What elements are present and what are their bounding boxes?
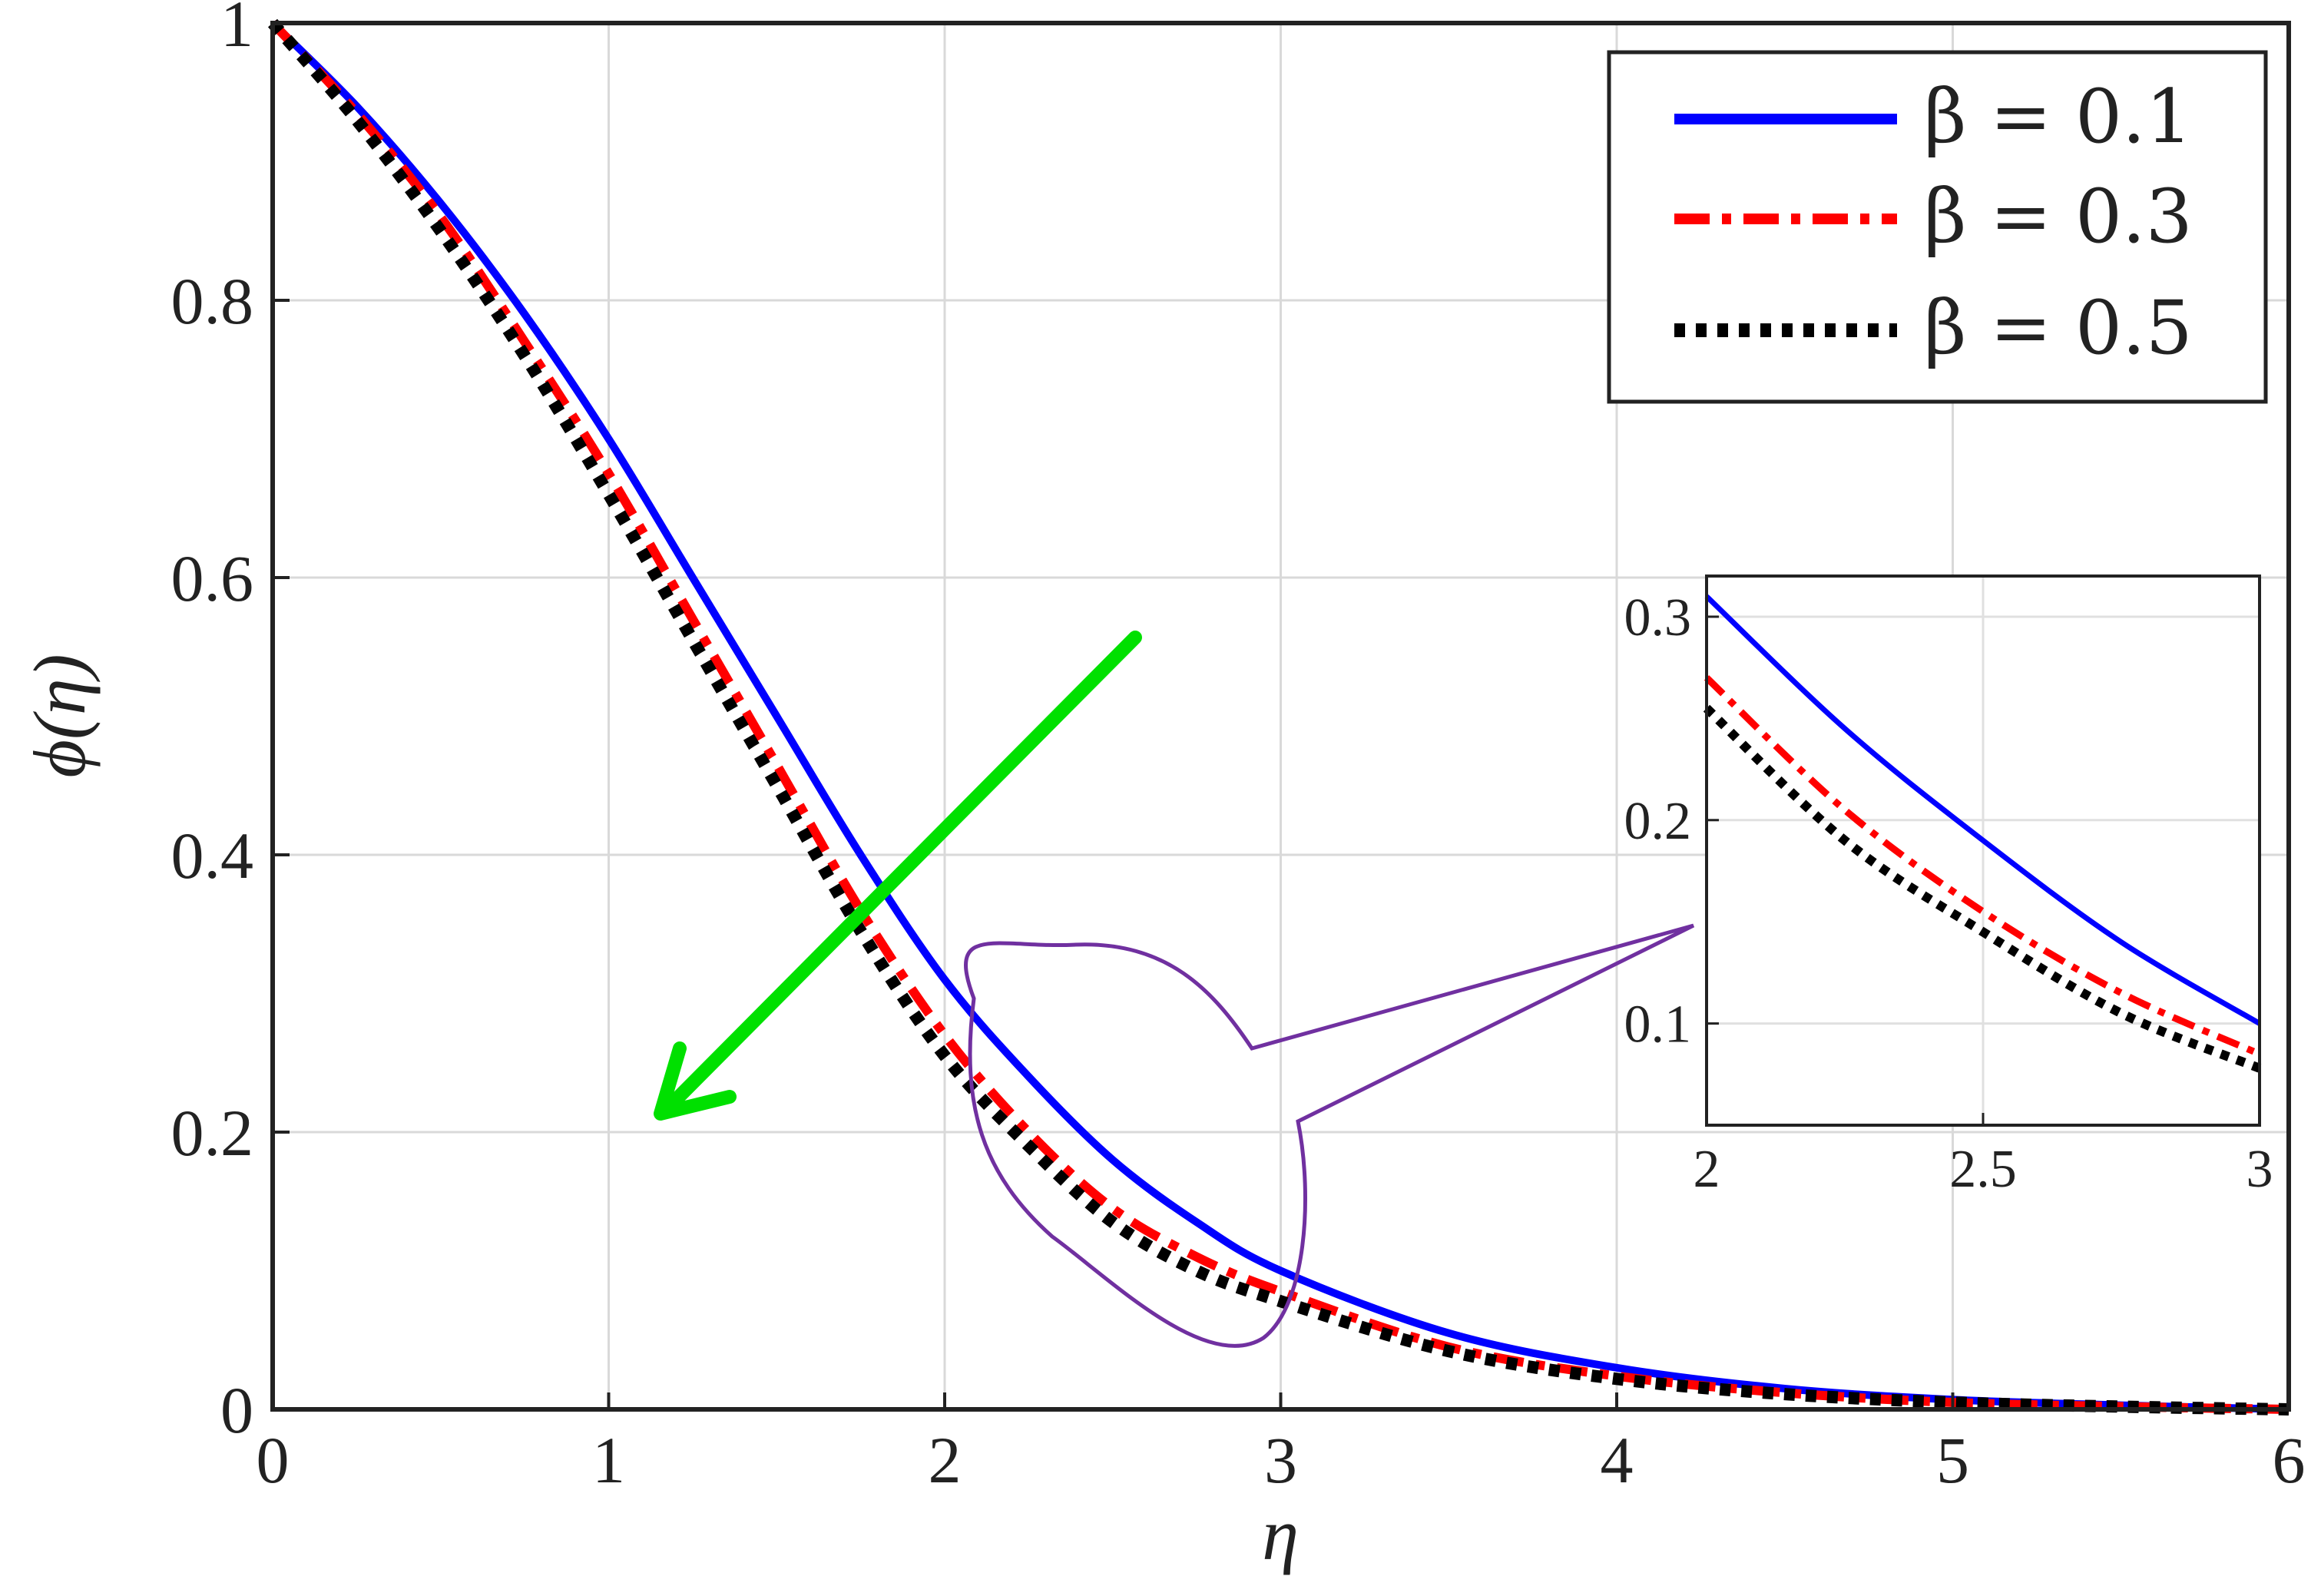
inset-x-tick-label: 3	[2247, 1140, 2273, 1199]
inset-x-tick-label: 2	[1694, 1140, 1720, 1199]
series-line-0-5	[267, 18, 2290, 1416]
x-tick-label: 6	[2273, 1423, 2306, 1497]
main-series-group	[267, 18, 2290, 1416]
x-tick-label: 3	[1264, 1423, 1297, 1497]
inset-x-tick-label: 2.5	[1949, 1140, 2017, 1199]
y-tick-label: 0.6	[171, 541, 254, 615]
y-tick-label: 0	[220, 1373, 253, 1447]
inset-y-tick-label: 0.1	[1624, 995, 1692, 1055]
y-tick-label: 0.4	[171, 819, 254, 892]
y-tick-label: 0.2	[171, 1096, 254, 1170]
legend-box	[1607, 50, 2268, 404]
x-tick-label: 0	[257, 1423, 290, 1497]
zoom-callout	[964, 923, 1695, 1348]
legend-label-beta-0-5: β = 0.5	[1924, 285, 2193, 371]
inset-y-tick-label: 0.2	[1624, 792, 1692, 851]
x-tick-label: 1	[592, 1423, 625, 1497]
inset-chart: 2 2.5 3 0.1 0.2 0.3	[1624, 574, 2273, 1199]
x-tick-label: 2	[929, 1423, 962, 1497]
trend-arrow-shaft	[663, 631, 1142, 1113]
series-line-0-3	[269, 19, 2290, 1414]
y-tick-label: 0.8	[171, 264, 254, 338]
x-axis-label: η	[1262, 1493, 1299, 1575]
x-tick-label: 5	[1936, 1423, 1969, 1497]
inset-tick-labels: 2 2.5 3 0.1 0.2 0.3	[1624, 588, 2273, 1199]
inset-y-tick-label: 0.3	[1624, 588, 1692, 647]
trend-arrow	[654, 631, 1142, 1121]
trend-arrow-head	[654, 1041, 737, 1121]
legend-label-beta-0-1: β = 0.1	[1924, 74, 2193, 160]
main-tick-labels: 0 1 2 3 4 5 6 0 0.2 0.4 0.6 0.8 1	[171, 0, 2306, 1497]
legend: β = 0.1 β = 0.3 β = 0.5	[1607, 50, 2268, 404]
legend-label-beta-0-3: β = 0.3	[1924, 174, 2193, 260]
inset-series-line-2	[1704, 675, 2261, 1058]
y-axis-label: ϕ(η)	[18, 654, 101, 777]
inset-series-group	[1703, 594, 2262, 1073]
series-line-0-1	[270, 20, 2290, 1413]
x-tick-label: 4	[1601, 1423, 1634, 1497]
inset-series-line-1	[1704, 594, 2261, 1026]
inset-series-line-3	[1703, 704, 2262, 1073]
y-tick-label: 1	[220, 0, 253, 61]
